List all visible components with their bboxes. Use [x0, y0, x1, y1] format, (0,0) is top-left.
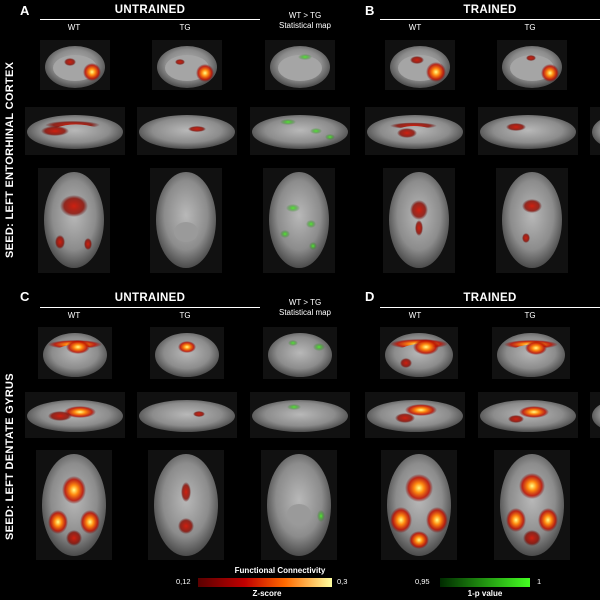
panel-a-col-tg: TG [179, 23, 191, 32]
d-tg-sagittal [478, 392, 578, 438]
panel-b-title: TRAINED [463, 4, 517, 16]
fc-legend-title: Functional Connectivity [234, 566, 326, 575]
d-extra-sagittal [590, 392, 600, 438]
panel-c-stat-line1: WT > TG [288, 298, 322, 307]
panel-b-rule [380, 19, 600, 20]
a-wt-coronal [40, 40, 110, 90]
panel-c-stat-label: WT > TG Statistical map [260, 298, 350, 318]
p-colorbar [440, 578, 530, 587]
d-wt-coronal [380, 327, 458, 379]
b-wt-sagittal [365, 107, 465, 155]
a-tg-axial [150, 168, 222, 273]
d-tg-coronal [492, 327, 570, 379]
panel-b-col-wt: WT [408, 23, 422, 32]
panel-d-col-wt: WT [408, 311, 422, 320]
a-wt-sagittal [25, 107, 125, 155]
c-wt-axial [36, 450, 112, 560]
d-tg-axial [494, 450, 570, 560]
p-legend-min: 0,95 [415, 577, 430, 586]
seed-label-top: SEED: LEFT ENTORHINAL CORTEX [4, 61, 16, 258]
panel-c-rule [40, 307, 260, 308]
b-wt-axial [383, 168, 455, 273]
fc-legend-min: 0,12 [176, 577, 191, 586]
p-legend-max: 1 [537, 577, 542, 586]
a-tg-coronal [152, 40, 222, 90]
c-stat-sagittal [250, 392, 350, 438]
panel-letter-c: C [20, 289, 30, 304]
b-extra-sagittal [590, 107, 600, 155]
c-stat-axial [261, 450, 337, 560]
panel-a-title: UNTRAINED [114, 4, 186, 16]
c-wt-sagittal [25, 392, 125, 438]
panel-letter-b: B [365, 3, 375, 18]
panel-a-stat-label: WT > TG Statistical map [260, 11, 350, 31]
panel-letter-d: D [365, 289, 375, 304]
b-tg-sagittal [478, 107, 578, 155]
panel-letter-a: A [20, 3, 30, 18]
panel-c-stat-line2: Statistical map [278, 308, 332, 317]
a-tg-sagittal [137, 107, 237, 155]
a-stat-axial [263, 168, 335, 273]
c-tg-axial [148, 450, 224, 560]
panel-c-title: UNTRAINED [114, 292, 186, 304]
c-wt-coronal [38, 327, 112, 379]
d-wt-sagittal [365, 392, 465, 438]
panel-c-col-wt: WT [67, 311, 81, 320]
panel-c-col-tg: TG [179, 311, 191, 320]
p-legend-unit: 1-p value [467, 589, 503, 598]
panel-b-col-tg: TG [524, 23, 536, 32]
c-stat-coronal [263, 327, 337, 379]
b-tg-axial [496, 168, 568, 273]
b-wt-coronal [385, 40, 455, 90]
fc-legend-max: 0,3 [337, 577, 348, 586]
panel-d-col-tg: TG [524, 311, 536, 320]
panel-d-title: TRAINED [463, 292, 517, 304]
b-tg-coronal [497, 40, 567, 90]
d-wt-axial [381, 450, 457, 560]
panel-a-stat-line2: Statistical map [278, 21, 332, 30]
seed-label-bottom: SEED: LEFT DENTATE GYRUS [4, 373, 16, 540]
panel-d-rule [380, 307, 600, 308]
panel-a-rule [40, 19, 260, 20]
a-stat-coronal [265, 40, 335, 90]
fc-colorbar [198, 578, 332, 587]
fc-legend-unit: Z-score [252, 589, 282, 598]
panel-a-col-wt: WT [67, 23, 81, 32]
a-stat-sagittal [250, 107, 350, 155]
panel-a-stat-line1: WT > TG [288, 11, 322, 20]
c-tg-sagittal [137, 392, 237, 438]
c-tg-coronal [150, 327, 224, 379]
a-wt-axial [38, 168, 110, 273]
